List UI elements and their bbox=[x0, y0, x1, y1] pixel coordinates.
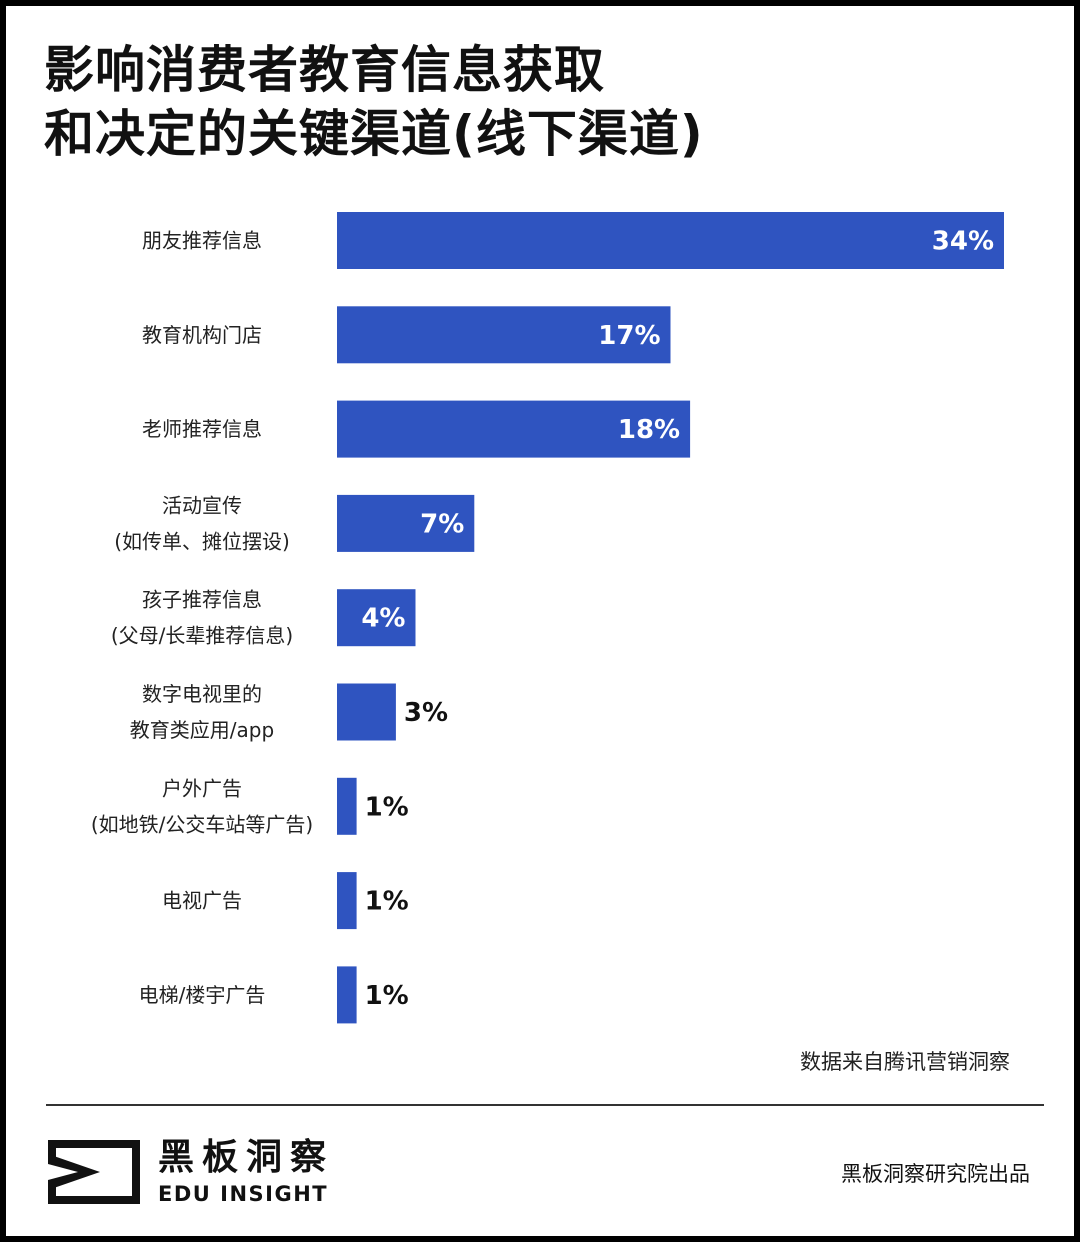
category-label-4-line-1: 活动宣传 bbox=[162, 493, 242, 517]
bar-value-label-1: 34% bbox=[932, 227, 994, 257]
category-label-6-line-2: 教育类应用/app bbox=[130, 718, 274, 742]
bar-value-label-7: 1% bbox=[365, 792, 409, 822]
page-title: 影响消费者教育信息获取 和决定的关键渠道(线下渠道) bbox=[44, 38, 704, 166]
category-label-3-line-1: 老师推荐信息 bbox=[142, 417, 262, 441]
category-label-2-line-1: 教育机构门店 bbox=[142, 323, 262, 347]
category-label-4-line-2: (如传单、摊位摆设) bbox=[114, 529, 290, 553]
bar-7 bbox=[337, 777, 357, 835]
category-label-7-line-1: 户外广告 bbox=[162, 776, 242, 800]
bar-2 bbox=[337, 306, 671, 364]
data-source-note: 数据来自腾讯营销洞察 bbox=[800, 1050, 1010, 1074]
bar-9 bbox=[337, 966, 357, 1024]
category-label-1-line-1: 朋友推荐信息 bbox=[142, 229, 262, 253]
bar-chart: 34% 朋友推荐信息 17% 教育机构门店 18% 老师推荐信息 7% 活动宣传 (如传单、摊位… bbox=[91, 212, 1004, 1024]
bar-8 bbox=[337, 872, 357, 930]
category-label-5-line-2: (父母/长辈推荐信息) bbox=[111, 624, 293, 648]
bar-5 bbox=[337, 589, 416, 647]
logo-english-name: EDU INSIGHT bbox=[158, 1182, 329, 1206]
bar-3 bbox=[337, 400, 691, 458]
bar-6 bbox=[337, 683, 396, 741]
category-label-6-line-1: 数字电视里的 bbox=[142, 682, 262, 706]
bar-value-label-4: 7% bbox=[420, 509, 464, 539]
bar-value-label-3: 18% bbox=[618, 415, 680, 445]
bar-value-label-2: 17% bbox=[598, 321, 660, 351]
category-label-7-line-2: (如地铁/公交车站等广告) bbox=[91, 812, 313, 836]
bar-value-label-5: 4% bbox=[361, 604, 405, 634]
category-label-5-line-1: 孩子推荐信息 bbox=[142, 588, 262, 612]
footer-divider bbox=[46, 1104, 1044, 1106]
bar-1 bbox=[337, 212, 1004, 269]
bar-value-label-8: 1% bbox=[365, 887, 409, 917]
edu-insight-logo-icon bbox=[48, 1140, 140, 1204]
title-line-1: 影响消费者教育信息获取 bbox=[44, 41, 605, 99]
logo-chinese-name: 黑板洞察 bbox=[158, 1137, 335, 1178]
bar-value-label-6: 3% bbox=[404, 698, 448, 728]
publisher-credit: 黑板洞察研究院出品 bbox=[841, 1162, 1030, 1186]
title-line-2: 和决定的关键渠道(线下渠道) bbox=[44, 105, 704, 163]
category-label-9-line-1: 电梯/楼宇广告 bbox=[139, 983, 266, 1007]
bar-value-label-9: 1% bbox=[365, 981, 409, 1011]
category-label-8-line-1: 电视广告 bbox=[162, 889, 242, 913]
bar-4 bbox=[337, 494, 475, 552]
